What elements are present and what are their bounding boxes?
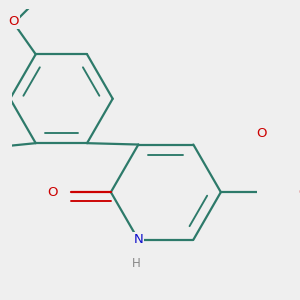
Text: O: O (298, 186, 300, 199)
Text: O: O (256, 127, 266, 140)
Text: O: O (8, 15, 19, 28)
Text: O: O (47, 186, 58, 199)
Text: H: H (132, 257, 141, 270)
Text: N: N (134, 233, 143, 246)
